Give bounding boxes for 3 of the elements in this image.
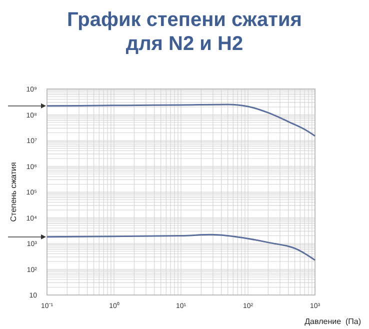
chart-title: График степени сжатия для N2 и H2 xyxy=(67,9,302,55)
x-axis-title: Давление (Па) xyxy=(304,317,362,326)
y-axis-title: Степень сжатия xyxy=(9,162,18,222)
